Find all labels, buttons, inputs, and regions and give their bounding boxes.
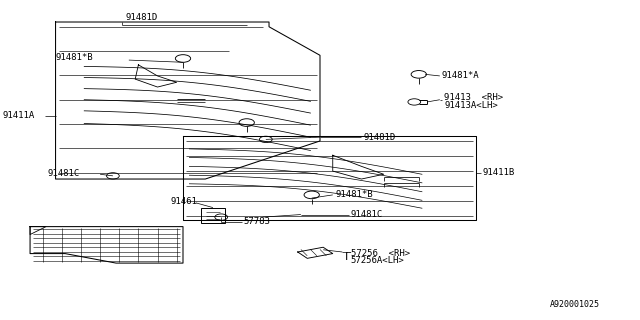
Text: 91481*B: 91481*B — [56, 53, 93, 62]
Text: 91481D: 91481D — [125, 13, 158, 22]
Text: 57256  <RH>: 57256 <RH> — [351, 249, 410, 258]
Text: 91411A: 91411A — [3, 111, 35, 120]
Text: 91481*B: 91481*B — [336, 190, 374, 199]
Text: $\Gamma$: $\Gamma$ — [344, 250, 353, 262]
Text: 57256A<LH>: 57256A<LH> — [351, 256, 404, 265]
Text: 91481C: 91481C — [351, 210, 383, 219]
Text: 91481*A: 91481*A — [441, 71, 479, 80]
Text: 91411B: 91411B — [483, 168, 515, 177]
Text: 91413A<LH>: 91413A<LH> — [444, 101, 498, 110]
Text: 91481C: 91481C — [47, 169, 79, 178]
Text: 91481D: 91481D — [364, 133, 396, 142]
Text: 91413  <RH>: 91413 <RH> — [444, 93, 504, 102]
Text: 91461: 91461 — [170, 197, 197, 206]
Text: 57783: 57783 — [244, 217, 271, 226]
Text: A920001025: A920001025 — [549, 300, 600, 309]
